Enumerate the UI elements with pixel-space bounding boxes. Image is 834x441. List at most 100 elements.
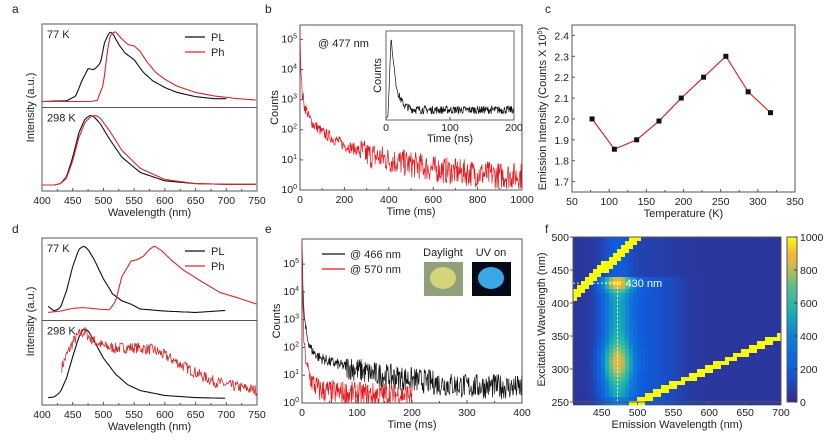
y-tick-label: 105 bbox=[283, 258, 299, 270]
colorbar-step bbox=[787, 324, 797, 326]
heatmap-cell bbox=[617, 241, 622, 246]
heatmap-cell bbox=[657, 325, 662, 330]
colorbar-step bbox=[787, 296, 797, 298]
heatmap-cell bbox=[633, 397, 638, 402]
data-point bbox=[611, 146, 617, 152]
heatmap-cell bbox=[753, 241, 758, 246]
heatmap-cell bbox=[673, 277, 678, 282]
heatmap-cell bbox=[577, 385, 582, 390]
x-tick-label: 1000 bbox=[510, 194, 534, 206]
heatmap-cell bbox=[713, 277, 718, 282]
heatmap-cell bbox=[657, 337, 662, 342]
heatmap-cell bbox=[741, 269, 746, 274]
heatmap-cell bbox=[617, 301, 622, 306]
heatmap-cell bbox=[665, 261, 670, 266]
heatmap-cell bbox=[593, 361, 598, 366]
heatmap-cell bbox=[593, 353, 598, 358]
heatmap-cell bbox=[625, 369, 630, 374]
heatmap-cell bbox=[761, 369, 766, 374]
heatmap-cell bbox=[709, 345, 714, 350]
heatmap-cell bbox=[705, 369, 710, 374]
heatmap-cell bbox=[577, 329, 582, 334]
series-ph-298k bbox=[61, 327, 258, 397]
heatmap-cell bbox=[777, 257, 782, 262]
colorbar-step bbox=[787, 314, 797, 316]
heatmap-cell bbox=[725, 341, 730, 346]
heatmap-cell bbox=[645, 401, 650, 406]
heatmap-cell bbox=[701, 289, 706, 294]
colorbar-step bbox=[787, 398, 797, 400]
heatmap-cell bbox=[661, 397, 666, 402]
colorbar-step bbox=[787, 242, 797, 244]
heatmap-cell bbox=[605, 241, 610, 246]
heatmap-cell bbox=[717, 265, 722, 270]
heatmap-cell bbox=[765, 377, 770, 382]
heatmap-cell bbox=[677, 317, 682, 322]
heatmap-cell bbox=[713, 253, 718, 258]
heatmap-cell bbox=[729, 297, 734, 302]
heatmap-cell bbox=[669, 385, 674, 390]
heatmap-cell bbox=[717, 401, 722, 406]
heatmap-cell bbox=[765, 373, 770, 378]
heatmap-cell bbox=[761, 325, 766, 330]
heatmap-cell bbox=[673, 261, 678, 266]
heatmap-cell bbox=[653, 377, 658, 382]
heatmap-cell bbox=[777, 245, 782, 250]
heatmap-cell bbox=[657, 357, 662, 362]
heatmap-cell bbox=[701, 257, 706, 262]
heatmap-cell bbox=[665, 253, 670, 258]
heatmap-cell bbox=[633, 325, 638, 330]
heatmap-cell bbox=[585, 297, 590, 302]
heatmap-cell bbox=[577, 269, 582, 274]
heatmap-cell bbox=[657, 261, 662, 266]
heatmap-cell bbox=[693, 333, 698, 338]
heatmap-cell bbox=[677, 377, 682, 382]
heatmap-cell bbox=[757, 397, 762, 402]
heatmap-cell bbox=[697, 353, 702, 358]
heatmap-cell bbox=[777, 237, 782, 242]
heatmap-cell bbox=[741, 321, 746, 326]
heatmap-cell bbox=[697, 321, 702, 326]
heatmap-cell bbox=[633, 269, 638, 274]
heatmap-cell bbox=[653, 293, 658, 298]
heatmap-cell bbox=[641, 317, 646, 322]
heatmap-cell bbox=[697, 281, 702, 286]
x-tick-label: 600 bbox=[424, 194, 442, 206]
heatmap-cell bbox=[637, 329, 642, 334]
heatmap-cell bbox=[721, 373, 726, 378]
heatmap-cell bbox=[637, 253, 642, 258]
colorbar-step bbox=[787, 303, 797, 305]
heatmap-cell bbox=[629, 309, 634, 314]
heatmap-cell bbox=[625, 297, 630, 302]
heatmap-cell bbox=[665, 397, 670, 402]
heatmap-cell bbox=[585, 261, 590, 266]
heatmap-cell bbox=[601, 325, 606, 330]
heatmap-cell bbox=[661, 309, 666, 314]
heatmap-cell bbox=[697, 369, 702, 374]
heatmap-cell bbox=[709, 337, 714, 342]
heatmap-cell bbox=[729, 361, 734, 366]
heatmap-cell bbox=[697, 393, 702, 398]
colorbar-step bbox=[787, 265, 797, 267]
heatmap-cell bbox=[693, 337, 698, 342]
heatmap-cell bbox=[761, 381, 766, 386]
heatmap-cell bbox=[721, 313, 726, 318]
heatmap-cell bbox=[693, 373, 698, 378]
heatmap-cell bbox=[709, 373, 714, 378]
heatmap-cell bbox=[577, 285, 582, 290]
heatmap-cell bbox=[685, 345, 690, 350]
heatmap-cell bbox=[741, 377, 746, 382]
heatmap-cell bbox=[681, 397, 686, 402]
y-tick-label: 350 bbox=[551, 331, 569, 343]
heatmap-cell bbox=[673, 281, 678, 286]
x-tick-label: 700 bbox=[218, 195, 236, 207]
heatmap-cell bbox=[605, 349, 610, 354]
heatmap-cell bbox=[741, 373, 746, 378]
heatmap-cell bbox=[597, 337, 602, 342]
heatmap-cell bbox=[613, 301, 618, 306]
heatmap-cell bbox=[573, 313, 578, 318]
heatmap-cell bbox=[653, 309, 658, 314]
heatmap-cell bbox=[601, 237, 606, 242]
heatmap-cell bbox=[605, 365, 610, 370]
heatmap-cell bbox=[645, 245, 650, 250]
